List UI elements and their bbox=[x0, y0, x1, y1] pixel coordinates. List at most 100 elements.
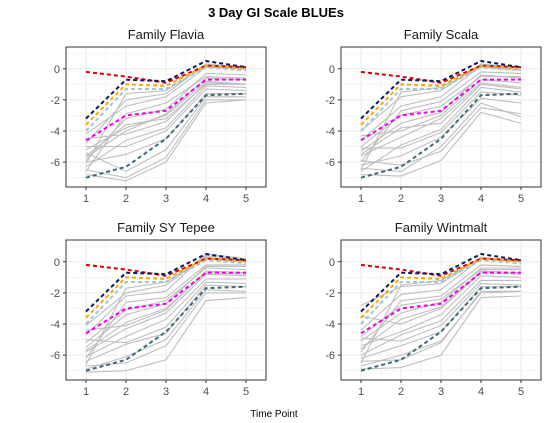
series-line-red bbox=[360, 64, 522, 84]
y-tick-label: -2 bbox=[325, 288, 335, 300]
background-series-line bbox=[360, 102, 522, 173]
x-tick-label: 3 bbox=[163, 386, 169, 398]
panels: Family Flavia 0 -2 -4 -6 1 2 3 4 5 Family Scala 0 -2… bbox=[50, 27, 542, 398]
series-line-lightblue bbox=[85, 259, 247, 325]
background-series-line bbox=[85, 99, 247, 182]
y-tick-label: -6 bbox=[325, 350, 335, 362]
background-series-line bbox=[360, 295, 522, 370]
panel-2: Family Scala 0 -2 -4 -6 1 2 3 4 5 bbox=[325, 27, 542, 205]
y-tick-label: -2 bbox=[50, 95, 60, 107]
series-line-slate bbox=[360, 92, 522, 179]
panel-3: Family SY Tepee 0 -2 -4 -6 1 2 3 4 5 bbox=[50, 220, 267, 398]
background-lines bbox=[360, 63, 522, 177]
background-series-line bbox=[85, 292, 246, 367]
series-line-navy bbox=[360, 252, 522, 313]
panel-title: Family Scala bbox=[404, 27, 479, 42]
x-tick-label: 5 bbox=[243, 386, 249, 398]
chart-title: 3 Day GI Scale BLUEs bbox=[208, 5, 344, 20]
panel-title: Family SY Tepee bbox=[117, 220, 215, 235]
series-line-orange bbox=[85, 257, 247, 319]
y-tick-label: 0 bbox=[329, 64, 335, 76]
background-series-line bbox=[360, 83, 522, 155]
background-series-line bbox=[85, 85, 247, 168]
background-series-line bbox=[85, 63, 247, 144]
series-line-red bbox=[85, 64, 247, 84]
background-series-line bbox=[85, 99, 246, 179]
x-tick-label: 4 bbox=[203, 193, 209, 205]
reference-lines bbox=[85, 59, 247, 179]
background-series-line bbox=[360, 82, 522, 157]
series-line-slate bbox=[85, 285, 247, 372]
series-line-magenta bbox=[360, 271, 521, 335]
background-series-line bbox=[360, 272, 522, 325]
y-tick-label: -2 bbox=[325, 95, 335, 107]
reference-lines bbox=[85, 252, 247, 372]
background-series-line bbox=[85, 289, 247, 370]
series-line-lightblue bbox=[85, 66, 247, 132]
x-tick-label: 3 bbox=[438, 193, 444, 205]
background-series-line bbox=[360, 71, 522, 163]
background-series-line bbox=[360, 79, 522, 137]
reference-lines bbox=[360, 252, 522, 372]
series-line-lightblue bbox=[360, 66, 522, 132]
background-series-line bbox=[360, 270, 522, 350]
x-tick-label: 1 bbox=[83, 386, 89, 398]
x-tick-label: 3 bbox=[163, 193, 169, 205]
y-tick-label: -6 bbox=[50, 350, 60, 362]
y-tick-label: 0 bbox=[329, 257, 335, 269]
y-tick-label: 0 bbox=[54, 257, 60, 269]
series-line-orange bbox=[360, 64, 522, 126]
series-line-navy bbox=[85, 59, 247, 120]
background-series-line bbox=[85, 297, 247, 373]
background-lines bbox=[85, 253, 247, 373]
background-series-line bbox=[361, 91, 522, 149]
series-line-navy bbox=[360, 59, 522, 120]
x-tick-label: 2 bbox=[123, 193, 129, 205]
background-series-line bbox=[85, 281, 247, 344]
panel-title: Family Flavia bbox=[128, 27, 205, 42]
y-tick-label: -4 bbox=[325, 126, 335, 138]
grid bbox=[66, 47, 266, 187]
y-tick-label: -6 bbox=[325, 157, 335, 169]
reference-lines bbox=[360, 59, 522, 179]
y-tick-label: -2 bbox=[50, 288, 60, 300]
background-series-line bbox=[360, 275, 522, 347]
panel-title: Family Wintmalt bbox=[395, 220, 488, 235]
background-series-line bbox=[85, 273, 247, 353]
background-series-line bbox=[85, 82, 247, 140]
background-series-line bbox=[360, 279, 521, 356]
x-tick-label: 4 bbox=[203, 386, 209, 398]
x-tick-label: 5 bbox=[518, 193, 524, 205]
x-tick-label: 2 bbox=[398, 386, 404, 398]
series-line-orange bbox=[360, 257, 522, 319]
x-tick-label: 5 bbox=[243, 193, 249, 205]
y-tick-label: -4 bbox=[50, 319, 60, 331]
background-series-line bbox=[85, 254, 247, 326]
background-series-line bbox=[360, 290, 522, 367]
background-series-line bbox=[360, 63, 522, 132]
series-line-magenta bbox=[85, 78, 246, 142]
y-tick-label: 0 bbox=[54, 64, 60, 76]
x-tick-label: 2 bbox=[398, 193, 404, 205]
series-line-magenta bbox=[360, 78, 521, 142]
x-tick-label: 3 bbox=[438, 386, 444, 398]
series-line-slate bbox=[85, 92, 247, 179]
x-tick-label: 1 bbox=[358, 386, 364, 398]
background-series-line bbox=[360, 290, 521, 362]
x-tick-label: 2 bbox=[123, 386, 129, 398]
background-series-line bbox=[360, 286, 521, 359]
x-tick-label: 4 bbox=[478, 193, 484, 205]
series-line-orange bbox=[85, 64, 247, 126]
series-line-red bbox=[85, 257, 247, 277]
series-line-magenta bbox=[85, 271, 246, 335]
background-series-line bbox=[85, 93, 246, 163]
background-series-line bbox=[85, 264, 246, 359]
background-series-line bbox=[360, 97, 522, 166]
background-series-line bbox=[85, 270, 247, 331]
background-series-line bbox=[360, 111, 522, 177]
y-tick-label: -4 bbox=[50, 126, 60, 138]
x-tick-label: 4 bbox=[478, 386, 484, 398]
background-series-line bbox=[85, 284, 247, 362]
background-series-line bbox=[85, 96, 246, 173]
